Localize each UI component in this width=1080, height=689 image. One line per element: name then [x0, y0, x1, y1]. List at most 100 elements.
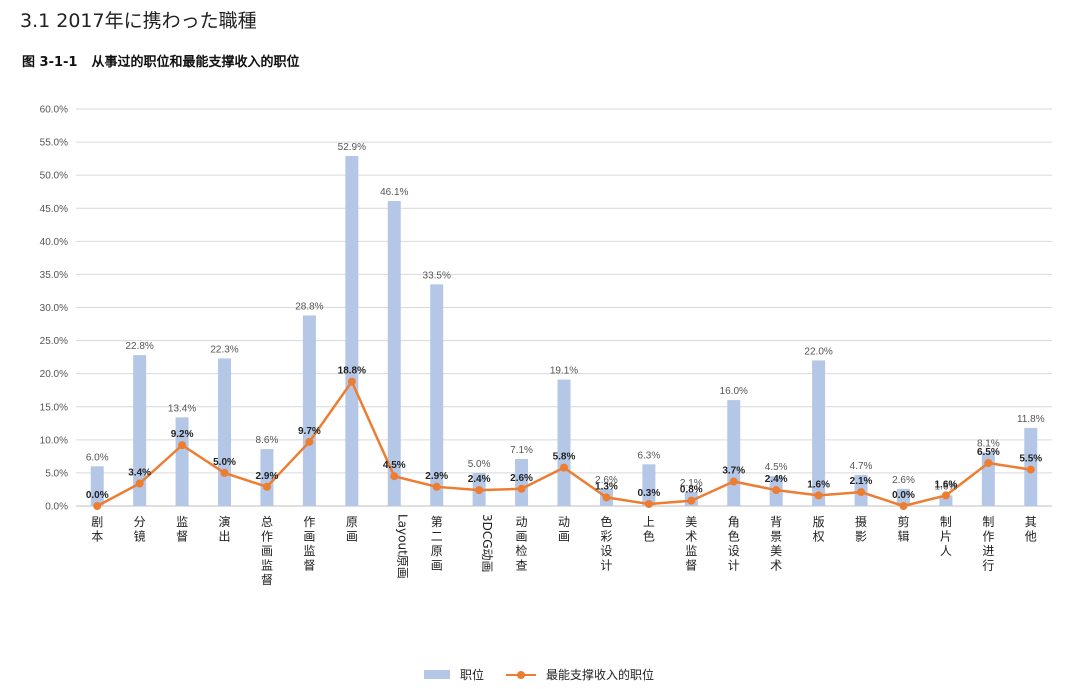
line-data-label: 5.8%	[553, 452, 576, 463]
line-point	[305, 437, 314, 446]
bar-data-label: 4.7%	[850, 461, 873, 472]
line-point	[178, 441, 187, 450]
line-point	[602, 493, 611, 502]
figure-caption: 图 3-1-1 从事过的职位和最能支撑收入的职位	[22, 51, 299, 70]
legend-label-income: 最能支撑收入的职位	[546, 668, 655, 682]
bar-data-label: 22.0%	[804, 346, 832, 357]
figure-number: 图 3-1-1	[22, 55, 78, 70]
x-category-label-char: 督	[261, 572, 273, 587]
bar-data-label: 33.5%	[423, 270, 451, 281]
x-category-label-char: 动	[558, 515, 570, 529]
legend: 职位 最能支撑收入的职位	[424, 666, 676, 683]
x-category-label-char: 作	[261, 530, 273, 544]
bar	[345, 155, 359, 506]
legend-bar-swatch	[424, 670, 450, 679]
bar-data-label: 22.8%	[125, 341, 153, 352]
line-data-label: 0.3%	[637, 488, 660, 499]
line-point	[262, 482, 271, 491]
x-category-label-char: 制	[982, 515, 994, 529]
x-category-label-char: 进	[982, 544, 994, 558]
x-category-label-char: 出	[219, 530, 231, 544]
bar	[642, 464, 656, 506]
x-category-label-char: 术	[685, 530, 697, 544]
line-point	[220, 468, 229, 477]
x-category-label-char: 监	[303, 544, 315, 558]
x-category-label-char: 色	[643, 530, 655, 544]
line-data-label: 5.5%	[1019, 454, 1042, 465]
bar-data-label: 6.3%	[637, 450, 660, 461]
line-data-label: 4.5%	[383, 460, 406, 471]
bar-data-label: 6.0%	[86, 452, 109, 463]
line-data-label: 6.5%	[977, 447, 1000, 458]
x-category-label: 制片人	[940, 515, 952, 558]
x-category-label-text: Layout原画	[395, 514, 409, 579]
x-category-label-char: 行	[982, 559, 994, 573]
bar-data-label: 11.8%	[1017, 414, 1045, 425]
x-category-label-char: 监	[261, 559, 273, 573]
x-category-label: 其他	[1025, 515, 1037, 544]
x-category-label-char: 本	[91, 530, 103, 544]
line-data-label: 3.7%	[722, 466, 745, 477]
line-point	[857, 488, 866, 497]
x-category-label-char: 演	[219, 514, 231, 529]
y-tick-label: 40.0%	[40, 237, 68, 248]
x-category-label-char: 设	[728, 544, 740, 558]
line-data-label: 0.0%	[892, 490, 915, 501]
x-category-label-char: 片	[940, 530, 952, 544]
legend-line-swatch	[506, 670, 537, 680]
bar	[812, 360, 826, 506]
legend-item-income: 最能支撑收入的职位	[506, 666, 654, 683]
bar-series-positions	[90, 155, 1038, 506]
x-category-label-char: 画	[303, 530, 315, 544]
x-category-label: 监督	[176, 515, 188, 544]
x-category-label-char: 检	[516, 543, 528, 558]
x-category-label-char: 画	[558, 530, 570, 544]
y-axis-tick-labels: 0.0% 5.0% 10.0% 15.0% 20.0% 25.0% 30.0% 35.0% 40…	[40, 105, 68, 513]
bar	[727, 400, 741, 506]
line-data-label: 3.4%	[128, 468, 151, 479]
y-tick-label: 30.0%	[40, 303, 68, 314]
y-tick-label: 0.0%	[45, 502, 68, 513]
bar	[515, 459, 529, 506]
bar	[939, 495, 953, 506]
x-category-label-char: 监	[176, 515, 188, 529]
x-category-label-char: 分	[134, 515, 146, 529]
bar	[218, 358, 232, 506]
line-data-label: 1.3%	[595, 481, 618, 492]
line-point	[814, 491, 823, 500]
bar-data-label: 2.1%	[680, 478, 703, 489]
line-point	[729, 477, 738, 486]
x-category-label: 版权	[813, 515, 825, 544]
x-category-label-char: 计	[728, 559, 740, 573]
bar	[387, 200, 401, 506]
x-category-label-char: 彩	[600, 530, 612, 544]
x-category-label-char: 画	[431, 559, 443, 573]
legend-item-positions: 职位	[424, 666, 484, 683]
x-category-label: 分镜	[134, 515, 146, 544]
x-category-label: 上色	[643, 515, 655, 544]
y-tick-label: 45.0%	[40, 204, 68, 215]
x-category-label-char: 其	[1025, 515, 1037, 529]
line-data-label: 2.4%	[468, 474, 491, 485]
x-category-label-char: 设	[600, 544, 612, 558]
legend-label-positions: 职位	[460, 668, 485, 682]
gridlines	[76, 108, 1052, 507]
y-tick-label: 60.0%	[40, 105, 68, 116]
y-tick-label: 20.0%	[40, 369, 68, 380]
line-point	[560, 463, 568, 472]
x-category-label: 剪辑	[897, 514, 909, 544]
line-data-label: 2.4%	[765, 474, 788, 485]
bar-data-label: 7.1%	[510, 445, 533, 456]
y-tick-label: 15.0%	[40, 402, 68, 413]
y-tick-label: 50.0%	[40, 171, 68, 182]
line-data-label: 2.9%	[256, 471, 279, 482]
x-category-label-char: 上	[643, 515, 655, 529]
y-tick-label: 25.0%	[40, 336, 68, 347]
line-point	[135, 479, 144, 488]
combo-chart: 0.0% 5.0% 10.0% 15.0% 20.0% 25.0% 30.0% 35.0% 40…	[40, 105, 1052, 587]
